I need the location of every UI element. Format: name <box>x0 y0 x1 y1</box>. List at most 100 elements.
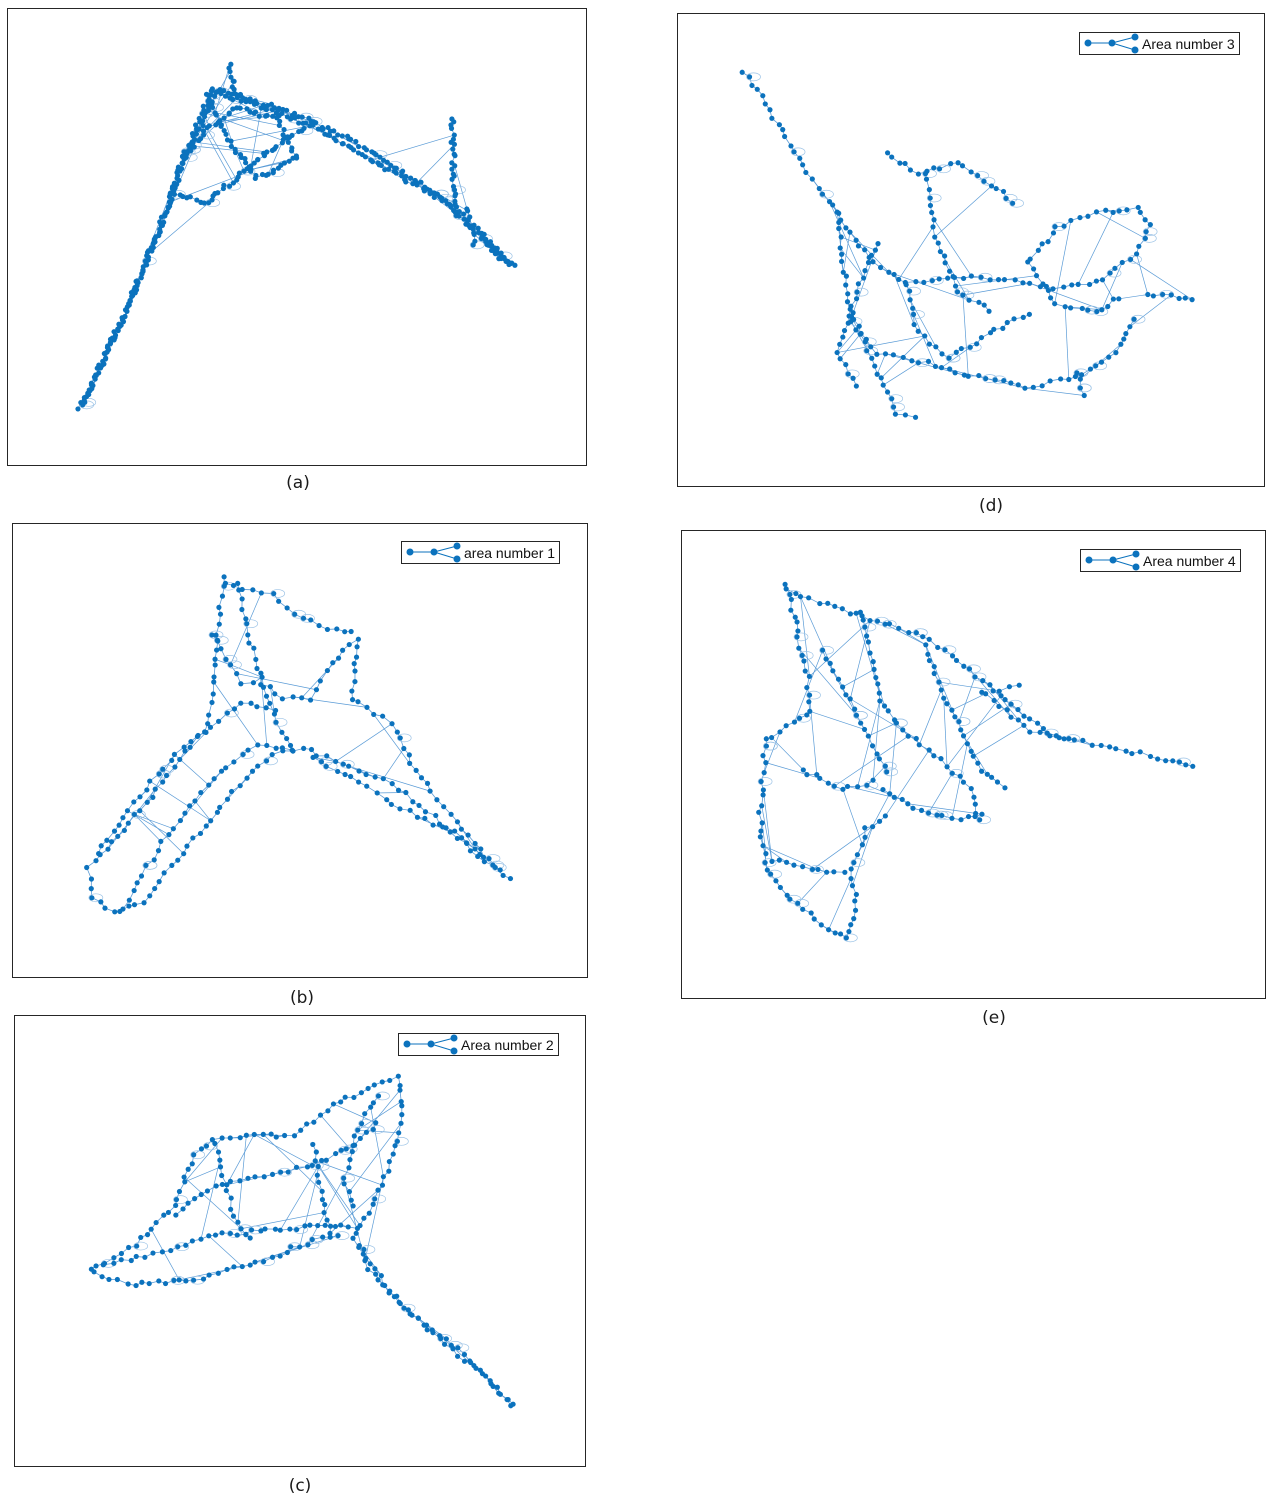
graph-node <box>134 278 140 284</box>
graph-node <box>987 277 993 283</box>
graph-node <box>203 729 209 736</box>
graph-node <box>192 798 198 804</box>
graph-node <box>987 682 993 688</box>
graph-node <box>204 124 210 131</box>
graph-node <box>75 406 81 412</box>
graph-node <box>271 590 277 597</box>
graph-node <box>375 1277 381 1283</box>
graph-self-loop <box>358 1119 373 1128</box>
graph-node <box>348 136 354 142</box>
graph-node <box>276 122 282 129</box>
graph-edge <box>834 735 909 787</box>
graph-node <box>269 1254 276 1260</box>
graph-node <box>230 96 236 103</box>
graph-edge <box>348 765 431 792</box>
graph-node <box>224 710 230 716</box>
graph-node <box>330 1101 337 1107</box>
graph-node <box>861 275 867 281</box>
graph-node <box>288 116 294 122</box>
graph-node <box>371 711 377 718</box>
graph-node <box>1021 722 1027 728</box>
graph-edge <box>1129 294 1172 327</box>
graph-node <box>1110 296 1116 302</box>
graph-node <box>379 1079 385 1085</box>
graph-node <box>271 711 278 717</box>
graph-node <box>1123 748 1129 754</box>
graph-node <box>228 143 234 150</box>
graph-node <box>454 835 460 842</box>
graph-node <box>247 1262 253 1268</box>
graph-node <box>219 1135 225 1141</box>
graph-node <box>936 166 943 172</box>
graph-node <box>806 673 812 680</box>
graph-node <box>1035 247 1041 253</box>
graph-node <box>471 231 477 237</box>
graph-node <box>215 190 221 196</box>
graph-node <box>455 1345 461 1351</box>
graph-edge <box>907 803 983 815</box>
graph-node <box>837 245 843 251</box>
graph-node <box>351 1094 357 1100</box>
graph-node <box>858 720 864 726</box>
graph-node <box>1012 277 1018 283</box>
graph-node <box>1033 273 1040 279</box>
graph-node <box>965 373 971 379</box>
graph-node <box>896 625 902 631</box>
graph-node <box>784 859 790 865</box>
legend-label-c: Area number 2 <box>461 1036 554 1053</box>
graph-edge <box>898 628 926 646</box>
graph-node <box>243 160 249 166</box>
graph-node <box>1015 706 1021 713</box>
graph-node <box>784 892 790 898</box>
graph-node <box>211 674 217 680</box>
graph-edge <box>315 1160 383 1186</box>
graph-self-loop <box>881 619 897 629</box>
graph-node <box>379 1182 386 1188</box>
graph-node <box>362 154 369 160</box>
graph-node <box>190 835 196 841</box>
graph-node <box>839 251 845 257</box>
graph-edge <box>1054 220 1072 304</box>
graph-node <box>454 1353 461 1359</box>
graph-node <box>200 103 206 109</box>
graph-node <box>182 748 188 754</box>
graph-node <box>958 345 964 352</box>
graph-edge <box>314 1160 358 1229</box>
graph-node <box>319 1188 325 1194</box>
graph-node <box>452 193 458 199</box>
graph-node <box>859 842 865 848</box>
graph-node <box>349 697 356 703</box>
graph-node <box>931 663 937 670</box>
graph-edge <box>842 669 875 688</box>
graph-node <box>349 688 355 694</box>
graph-node <box>756 809 762 815</box>
graph-node <box>1107 744 1113 750</box>
graph-self-loop <box>809 865 824 874</box>
graph-node <box>263 106 269 113</box>
graph-node <box>206 1272 212 1278</box>
graph-node <box>1087 366 1093 372</box>
graph-node <box>801 658 807 664</box>
graph-node <box>913 735 919 742</box>
graph-node <box>394 729 400 735</box>
graph-node <box>215 1270 221 1276</box>
graph-node <box>372 774 378 780</box>
graph-node <box>843 362 849 368</box>
graph-node <box>262 1226 268 1232</box>
graph-node <box>954 289 961 295</box>
graph-node <box>452 201 458 207</box>
graph-node <box>1123 331 1129 337</box>
graph-node <box>236 170 242 176</box>
graph-node <box>1147 753 1154 759</box>
graph-node <box>174 181 180 187</box>
graph-node <box>299 695 305 701</box>
caption-d: (d) <box>978 496 1004 516</box>
graph-node <box>891 271 897 277</box>
graph-node <box>323 1157 329 1163</box>
graph-node <box>1131 316 1137 322</box>
graph-node <box>307 1222 313 1228</box>
graph-node <box>507 261 513 267</box>
graph-node <box>414 182 420 188</box>
graph-node <box>158 838 164 844</box>
graph-node <box>251 645 257 651</box>
